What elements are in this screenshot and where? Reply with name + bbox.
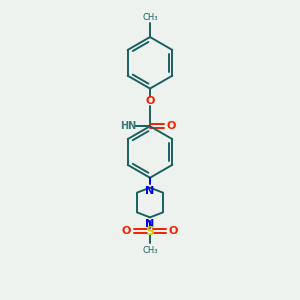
Text: N: N [146, 186, 154, 196]
Text: O: O [169, 226, 178, 236]
Text: CH₃: CH₃ [142, 246, 158, 255]
Text: O: O [167, 121, 176, 131]
Text: HN: HN [120, 121, 136, 131]
Text: O: O [145, 97, 155, 106]
Text: S: S [146, 225, 154, 238]
Text: O: O [122, 226, 131, 236]
Text: CH₃: CH₃ [142, 13, 158, 22]
Text: N: N [146, 219, 154, 230]
